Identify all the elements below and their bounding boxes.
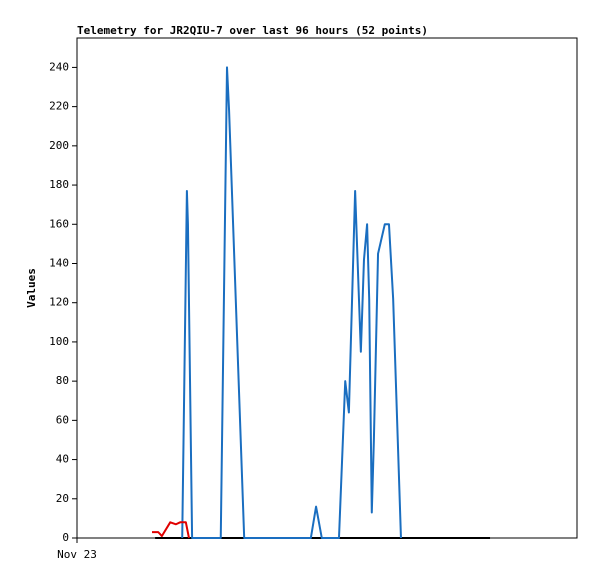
y-tick-label: 180 — [49, 178, 69, 191]
y-tick-label: 160 — [49, 217, 69, 230]
series-line — [181, 66, 402, 539]
y-tick-label: 60 — [56, 413, 69, 426]
y-tick-label: 40 — [56, 453, 69, 466]
y-tick-label: 240 — [49, 60, 69, 73]
x-tick-label: Nov 23 — [57, 548, 97, 561]
y-tick-label: 80 — [56, 374, 69, 387]
y-tick-label: 100 — [49, 335, 69, 348]
y-tick-label: 220 — [49, 100, 69, 113]
y-tick-label: 120 — [49, 296, 69, 309]
chart-title: Telemetry for JR2QIU-7 over last 96 hour… — [77, 24, 428, 37]
series-line — [152, 521, 190, 539]
y-tick-label: 20 — [56, 492, 69, 505]
y-tick-label: 200 — [49, 139, 69, 152]
y-axis-label: Values — [25, 268, 38, 308]
y-tick-label: 140 — [49, 256, 69, 269]
y-tick-label: 0 — [62, 531, 69, 544]
